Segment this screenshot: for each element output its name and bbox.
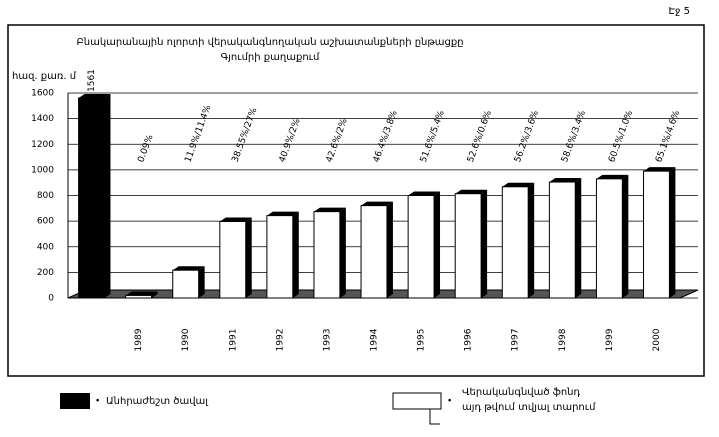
bar-side (669, 167, 676, 298)
y-tick-label: 1000 (31, 165, 54, 175)
annotation: 58.6%/3.4% (560, 109, 588, 164)
annotation: 0.09% (136, 133, 155, 164)
x-tick-label: 1991 (228, 329, 238, 352)
y-axis-label: հազ. քառ. մ (12, 71, 77, 82)
x-tick-label: 1992 (275, 329, 285, 352)
x-tick-label: 1996 (464, 328, 474, 351)
bar (548, 181, 576, 299)
legend-label: Անհրաժեշտ ծավալ (106, 396, 209, 407)
bar-top (219, 217, 252, 222)
bar-top (408, 191, 441, 196)
legend-arrow (429, 409, 440, 425)
y-tick-label: 1200 (31, 140, 54, 150)
bar-side (481, 189, 488, 298)
bar-top (78, 93, 111, 98)
bar-top (266, 211, 299, 216)
chart-title: Բնակարանային ոլորտի վերականգնողական աշխա… (76, 37, 463, 48)
x-tick-label: 2000 (652, 328, 662, 351)
bar-top (172, 266, 205, 271)
bar-side (198, 266, 205, 298)
bar-top (596, 174, 629, 179)
bar (219, 221, 247, 299)
annotation: 51.6%/5.4% (419, 109, 447, 164)
bar (125, 294, 153, 299)
page-label: Էջ 5 (668, 6, 690, 17)
bar-top (549, 178, 582, 183)
bar-side (151, 291, 158, 298)
legend-label: Վերականգնված ֆոնդ (462, 387, 580, 398)
bar-top (313, 207, 346, 212)
bar (313, 211, 341, 299)
y-tick-label: 200 (37, 268, 54, 278)
annotation: 60.5%/1.0% (607, 109, 635, 164)
bar (78, 97, 105, 299)
bar-side (434, 191, 441, 298)
legend-swatch (392, 392, 442, 410)
x-tick-label: 1999 (605, 328, 615, 351)
annotation: 65.1%/4.6% (654, 109, 682, 164)
y-tick-label: 800 (37, 191, 54, 201)
y-tick-label: 600 (37, 217, 54, 227)
bar-top (455, 189, 488, 194)
bar-top (643, 167, 676, 172)
x-tick-label: 1989 (134, 328, 144, 351)
legend-bullet: • (95, 397, 100, 407)
bar (454, 193, 482, 299)
bar (266, 215, 294, 299)
x-tick-label: 1994 (370, 328, 380, 351)
y-tick-label: 1400 (31, 114, 54, 124)
bar-side (339, 207, 346, 298)
x-tick-label: 1998 (558, 328, 568, 351)
annotation: 46.4%/3.8% (372, 109, 400, 164)
bar (407, 195, 435, 299)
bar-top (125, 291, 158, 296)
y-tick-label: 1600 (31, 89, 54, 99)
bar-side (622, 174, 629, 298)
bar (172, 269, 200, 299)
bar-top (361, 201, 393, 206)
x-tick-label: 1990 (181, 328, 191, 351)
value-label: 1561 (87, 69, 97, 92)
frame (7, 24, 705, 377)
x-tick-label: 1995 (417, 329, 427, 352)
legend-bullet: • (447, 397, 452, 407)
bar (501, 186, 529, 299)
annotation: 11.9%/11.4% (183, 103, 213, 163)
bar (595, 178, 623, 299)
x-tick-label: 1997 (511, 329, 521, 352)
bar-side (292, 211, 299, 298)
bar-side (386, 201, 393, 298)
legend-swatch (60, 393, 90, 409)
chart-subtitle: Գյումրի քաղաքում (221, 52, 320, 63)
annotation: 42.6%/2% (325, 117, 350, 164)
y-tick-label: 400 (37, 242, 54, 252)
annotation: 40.9%/2% (278, 117, 303, 164)
bar-top (502, 182, 535, 187)
bar-side (245, 217, 252, 298)
annotation: 52.6%/0.6% (466, 109, 494, 164)
x-tick-label: 1993 (322, 329, 332, 352)
bar (643, 170, 670, 299)
bar-side (575, 178, 582, 298)
bar (360, 205, 388, 299)
annotation: 38.55%/27% (231, 106, 260, 164)
bar-side (528, 182, 535, 298)
annotation: 56.2%/3.6% (513, 109, 541, 164)
bar-side (104, 93, 111, 298)
y-tick-label: 0 (48, 294, 54, 304)
legend-note: այդ թվում տվյալ տարում (462, 402, 596, 413)
